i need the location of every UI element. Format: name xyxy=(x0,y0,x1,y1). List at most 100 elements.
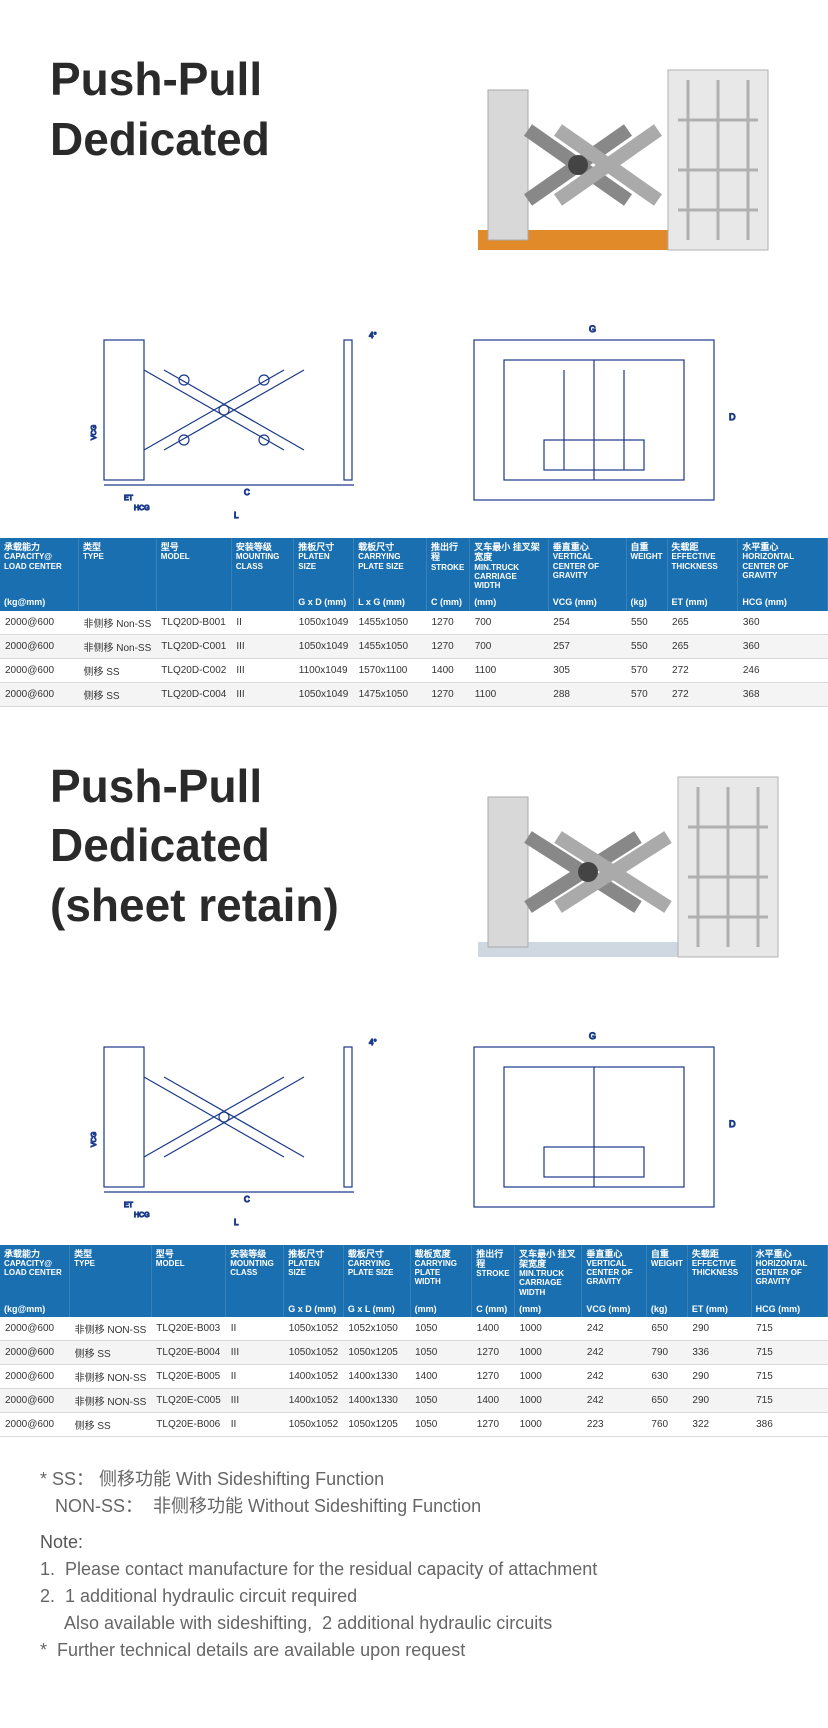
table-row: 2000@600非侧移 NON-SSTLQ20E-C005III1400x105… xyxy=(0,1389,828,1413)
svg-text:VCG: VCG xyxy=(91,1131,98,1146)
product-photo-2 xyxy=(428,757,788,997)
spec-table-1: 承载能力CAPACITY@ LOAD CENTER类型TYPE型号MODEL安装… xyxy=(0,538,828,707)
table-cell: 2000@600 xyxy=(0,682,78,706)
table-cell: 336 xyxy=(687,1341,751,1365)
section2-header: Push-Pull Dedicated (sheet retain) xyxy=(0,707,828,1017)
svg-text:VCG: VCG xyxy=(91,425,98,440)
svg-text:L: L xyxy=(234,1218,239,1227)
table-cell: 1050 xyxy=(410,1413,472,1437)
table-cell: 1000 xyxy=(515,1413,582,1437)
column-unit: G x D (mm) xyxy=(294,594,354,610)
table-cell: 650 xyxy=(646,1389,687,1413)
table-cell: II xyxy=(226,1365,284,1389)
table-cell: 305 xyxy=(548,658,626,682)
column-header: 推出行程STROKE xyxy=(426,538,469,594)
table-cell: 650 xyxy=(646,1317,687,1341)
table-cell: 1400x1330 xyxy=(343,1389,410,1413)
table-cell: 265 xyxy=(667,611,738,635)
column-header: 安装等级MOUNTING CLASS xyxy=(231,538,293,594)
table-cell: 242 xyxy=(582,1317,647,1341)
table-cell: 1000 xyxy=(515,1341,582,1365)
column-unit: C (mm) xyxy=(472,1301,515,1317)
column-header: 水平重心HORIZONTAL CENTER OF GRAVITY xyxy=(751,1245,827,1301)
table-cell: 2000@600 xyxy=(0,658,78,682)
table-cell: 1050x1049 xyxy=(294,611,354,635)
svg-text:C: C xyxy=(244,488,250,497)
table-cell: 1475x1050 xyxy=(354,682,427,706)
column-unit xyxy=(226,1301,284,1317)
footnote-items: 1. Please contact manufacture for the re… xyxy=(40,1557,788,1664)
column-unit: HCG (mm) xyxy=(738,594,828,610)
section1-title-block: Push-Pull Dedicated xyxy=(50,50,408,170)
table-cell: TLQ20D-C004 xyxy=(156,682,231,706)
footnotes: * SS： 侧移功能 With Sideshifting Function NO… xyxy=(0,1437,828,1705)
table-cell: 790 xyxy=(646,1341,687,1365)
table-cell: 侧移 SS xyxy=(78,658,156,682)
column-header: 水平重心HORIZONTAL CENTER OF GRAVITY xyxy=(738,538,828,594)
table-cell: 1000 xyxy=(515,1365,582,1389)
column-header: 承载能力CAPACITY@ LOAD CENTER xyxy=(0,1245,70,1301)
column-header: 安装等级MOUNTING CLASS xyxy=(226,1245,284,1301)
column-header: 承载能力CAPACITY@ LOAD CENTER xyxy=(0,538,78,594)
table-cell: 715 xyxy=(751,1389,827,1413)
column-unit: G x L (mm) xyxy=(343,1301,410,1317)
column-unit: VCG (mm) xyxy=(548,594,626,610)
table-cell: 1050x1205 xyxy=(343,1413,410,1437)
column-header: 型号MODEL xyxy=(156,538,231,594)
table-row: 2000@600侧移 SSTLQ20E-B006II1050x10521050x… xyxy=(0,1413,828,1437)
table-cell: 272 xyxy=(667,682,738,706)
table-cell: 非侧移 NON-SS xyxy=(70,1317,152,1341)
table-cell: 386 xyxy=(751,1413,827,1437)
svg-text:ET: ET xyxy=(124,1202,134,1209)
table-cell: 1050x1052 xyxy=(284,1317,344,1341)
footnote-item: * Further technical details are availabl… xyxy=(40,1638,788,1663)
svg-text:4°: 4° xyxy=(369,331,377,340)
section2-title-line3: (sheet retain) xyxy=(50,876,408,936)
table-cell: 1050 xyxy=(410,1389,472,1413)
diagram-front-view-2: G D xyxy=(444,1027,744,1227)
column-header: 叉车最小 挂叉架宽度MIN.TRUCK CARRIAGE WIDTH xyxy=(470,538,549,594)
column-unit xyxy=(156,594,231,610)
svg-text:L: L xyxy=(234,511,239,520)
table-cell: 1100x1049 xyxy=(294,658,354,682)
footnote-item: 1. Please contact manufacture for the re… xyxy=(40,1557,788,1582)
table-row: 2000@600非侧移 Non-SSTLQ20D-B001II1050x1049… xyxy=(0,611,828,635)
column-header: 载板宽度CARRYING PLATE WIDTH xyxy=(410,1245,472,1301)
table-cell: III xyxy=(231,634,293,658)
table-cell: 1270 xyxy=(426,682,469,706)
table-cell: 1050x1052 xyxy=(284,1341,344,1365)
table-row: 2000@600侧移 SSTLQ20E-B004III1050x10521050… xyxy=(0,1341,828,1365)
section1-title-line2: Dedicated xyxy=(50,110,408,170)
table-cell: 2000@600 xyxy=(0,634,78,658)
table-cell: 1400x1330 xyxy=(343,1365,410,1389)
table-cell: 1400 xyxy=(410,1365,472,1389)
table-cell: 715 xyxy=(751,1341,827,1365)
table-cell: 265 xyxy=(667,634,738,658)
column-unit: (mm) xyxy=(515,1301,582,1317)
column-header: 推出行程STROKE xyxy=(472,1245,515,1301)
table-cell: 630 xyxy=(646,1365,687,1389)
svg-text:HCG: HCG xyxy=(134,1212,150,1219)
column-header: 失载距EFFECTIVE THICKNESS xyxy=(667,538,738,594)
footnote-nonss: NON-SS： 非侧移功能 Without Sideshifting Funct… xyxy=(40,1494,788,1519)
table-cell: TLQ20E-B006 xyxy=(151,1413,225,1437)
table-cell: III xyxy=(226,1389,284,1413)
table-cell: II xyxy=(226,1413,284,1437)
spec-table-1-body: 2000@600非侧移 Non-SSTLQ20D-B001II1050x1049… xyxy=(0,611,828,707)
table-cell: 257 xyxy=(548,634,626,658)
column-unit: G x D (mm) xyxy=(284,1301,344,1317)
table-cell: 1100 xyxy=(470,682,549,706)
table-cell: 1455x1050 xyxy=(354,634,427,658)
table-cell: 570 xyxy=(626,658,667,682)
table-cell: 242 xyxy=(582,1341,647,1365)
footnote-note-label: Note: xyxy=(40,1530,788,1555)
table-cell: 242 xyxy=(582,1365,647,1389)
column-unit xyxy=(151,1301,225,1317)
spec-table-2-head: 承载能力CAPACITY@ LOAD CENTER类型TYPE型号MODEL安装… xyxy=(0,1245,828,1318)
product-photo-1 xyxy=(428,50,788,290)
table-cell: 1400 xyxy=(472,1317,515,1341)
svg-text:4°: 4° xyxy=(369,1038,377,1047)
diagram-side-view-2: VCG ET HCG C L 4° xyxy=(84,1027,384,1227)
table-cell: 2000@600 xyxy=(0,1365,70,1389)
column-unit: (kg@mm) xyxy=(0,594,78,610)
